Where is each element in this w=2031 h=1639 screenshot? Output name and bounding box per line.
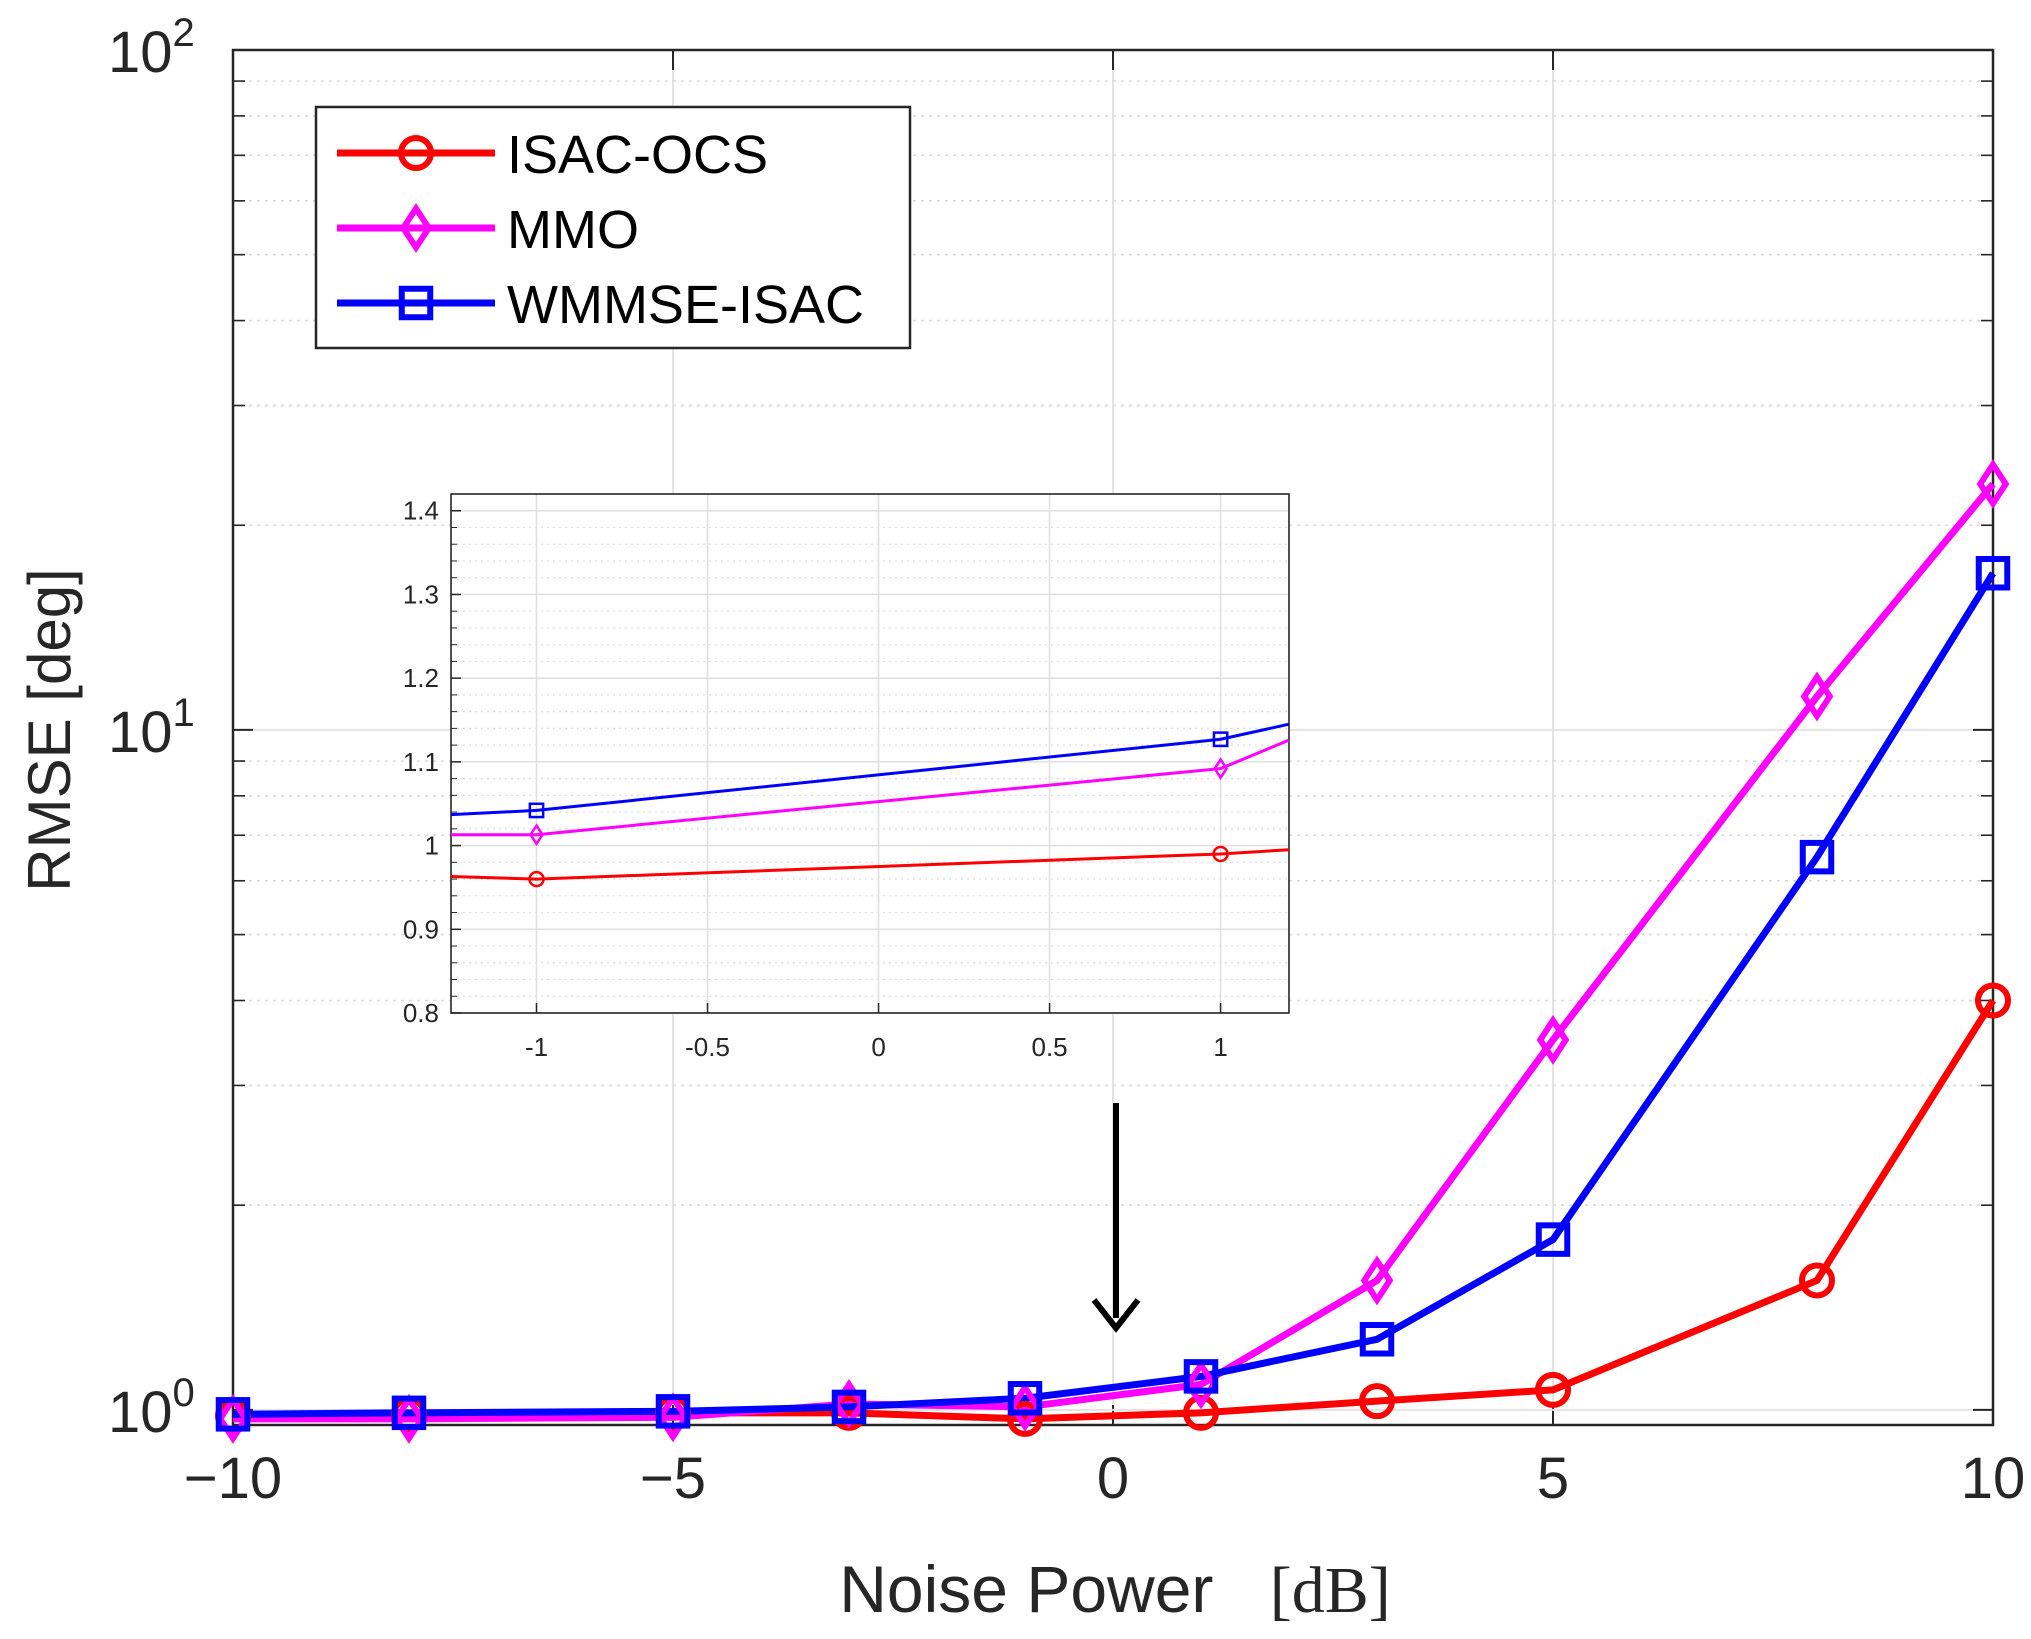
data-point-MMO bbox=[1008, 1381, 1042, 1432]
data-point-ISAC-OCS bbox=[1183, 1394, 1219, 1431]
inset-data-point-ISAC-OCS bbox=[1212, 845, 1229, 863]
legend-marker-ISAC-OCS bbox=[398, 135, 434, 171]
data-point-WMMSE-ISAC bbox=[1535, 1222, 1571, 1257]
data-point-MMO bbox=[1800, 671, 1834, 722]
inset-y-tick-label: 1.1 bbox=[403, 747, 439, 777]
data-point-WMMSE-ISAC bbox=[1183, 1359, 1219, 1394]
data-point-MMO bbox=[216, 1393, 250, 1444]
legend-label-MMO: MMO bbox=[507, 200, 639, 260]
data-point-MMO bbox=[656, 1392, 690, 1443]
x-axis-label: Noise Power [dB] bbox=[839, 1552, 1390, 1627]
x-axis-label-name: Noise Power bbox=[839, 1552, 1213, 1626]
data-point-MMO bbox=[392, 1393, 426, 1444]
y-tick-label-base: 10 bbox=[108, 20, 173, 85]
inset-data-point-WMMSE-ISAC bbox=[528, 802, 545, 819]
data-point-ISAC-OCS bbox=[1799, 1262, 1835, 1299]
series-line-MMO bbox=[233, 481, 1996, 1423]
inset-y-tick-label: 1 bbox=[425, 831, 439, 861]
data-point-WMMSE-ISAC bbox=[831, 1389, 867, 1425]
y-tick-label-base: 10 bbox=[108, 1380, 173, 1445]
legend-label-WMMSE-ISAC: WMMSE-ISAC bbox=[507, 275, 864, 335]
series-line-WMMSE-ISAC bbox=[232, 571, 1996, 1418]
main-plot-frame bbox=[231, 48, 1995, 1427]
inset-x-tick-label: 0.5 bbox=[1031, 1032, 1067, 1062]
data-point-MMO bbox=[1360, 1255, 1394, 1306]
data-point-WMMSE-ISAC bbox=[1975, 555, 2011, 591]
data-point-WMMSE-ISAC bbox=[1359, 1322, 1395, 1357]
inset-frame bbox=[450, 493, 1290, 1014]
inset-plot: 0.8 0.9 1 1.1 1.2 1.3 1.4 -1 -0.5 0 0.5 1 bbox=[403, 493, 1290, 1062]
inset-y-tick-label: 0.9 bbox=[403, 914, 439, 944]
data-point-MMO bbox=[1184, 1359, 1218, 1410]
legend-label-ISAC-OCS: ISAC-OCS bbox=[507, 125, 768, 185]
y-tick-label-exponent: 1 bbox=[173, 691, 195, 735]
inset-series-line-MMO bbox=[451, 738, 1290, 837]
y-tick-label-exponent: 2 bbox=[173, 11, 195, 55]
inset-x-tick-label: -0.5 bbox=[685, 1032, 730, 1062]
inset-background bbox=[451, 494, 1289, 1013]
arrow-head bbox=[1091, 1298, 1141, 1333]
y-axis-label: RMSE [deg] bbox=[16, 568, 83, 891]
data-point-WMMSE-ISAC bbox=[1007, 1381, 1043, 1416]
legend: ISAC-OCS MMO WMMSE-ISAC bbox=[314, 105, 912, 350]
data-point-ISAC-OCS bbox=[1535, 1371, 1571, 1408]
y-tick-label: 102 bbox=[108, 11, 195, 85]
zoom-arrow bbox=[1091, 1103, 1141, 1333]
inset-series-line-WMMSE-ISAC bbox=[450, 722, 1290, 817]
inset-y-tick-label: 0.8 bbox=[403, 998, 439, 1028]
inset-x-tick-label: 0 bbox=[871, 1032, 885, 1062]
y-tick-label: 101 bbox=[108, 691, 195, 765]
y-tick-label-base: 10 bbox=[108, 700, 173, 765]
inset-y-tick-label: 1.4 bbox=[403, 496, 439, 526]
x-tick-label: −10 bbox=[184, 1446, 282, 1511]
inset-x-tick-label: 1 bbox=[1213, 1032, 1227, 1062]
data-point-MMO bbox=[1536, 1014, 1570, 1065]
inset-y-tick-label: 1.3 bbox=[403, 579, 439, 609]
data-point-ISAC-OCS bbox=[1975, 982, 2011, 1019]
main-series-group bbox=[215, 458, 2011, 1444]
y-tick-label: 100 bbox=[108, 1371, 195, 1445]
y-tick-label-exponent: 0 bbox=[173, 1371, 195, 1415]
data-point-WMMSE-ISAC bbox=[655, 1394, 691, 1429]
data-point-MMO bbox=[1976, 458, 2010, 509]
data-point-ISAC-OCS bbox=[1007, 1400, 1043, 1437]
legend-marker-WMMSE-ISAC bbox=[398, 285, 434, 321]
data-point-WMMSE-ISAC bbox=[1799, 839, 1835, 875]
inset-series-line-ISAC-OCS bbox=[450, 848, 1290, 881]
inset-data-point-ISAC-OCS bbox=[528, 870, 545, 888]
inset-data-point-WMMSE-ISAC bbox=[1212, 731, 1229, 748]
x-tick-label: −5 bbox=[640, 1446, 706, 1511]
inset-data-point-MMO bbox=[1213, 757, 1229, 780]
data-point-WMMSE-ISAC bbox=[391, 1395, 427, 1431]
x-tick-label: 0 bbox=[1097, 1446, 1129, 1511]
inset-x-tick-label: -1 bbox=[525, 1032, 548, 1062]
legend-marker-MMO bbox=[399, 203, 433, 253]
x-axis-label-unit: [dB] bbox=[1270, 1554, 1391, 1627]
inset-data-point-MMO bbox=[529, 823, 544, 847]
x-tick-label: 5 bbox=[1537, 1446, 1569, 1511]
data-point-ISAC-OCS bbox=[1359, 1383, 1395, 1420]
inset-y-tick-label: 1.2 bbox=[403, 663, 439, 693]
x-tick-label: 10 bbox=[1961, 1446, 2026, 1511]
data-point-WMMSE-ISAC bbox=[215, 1397, 251, 1432]
